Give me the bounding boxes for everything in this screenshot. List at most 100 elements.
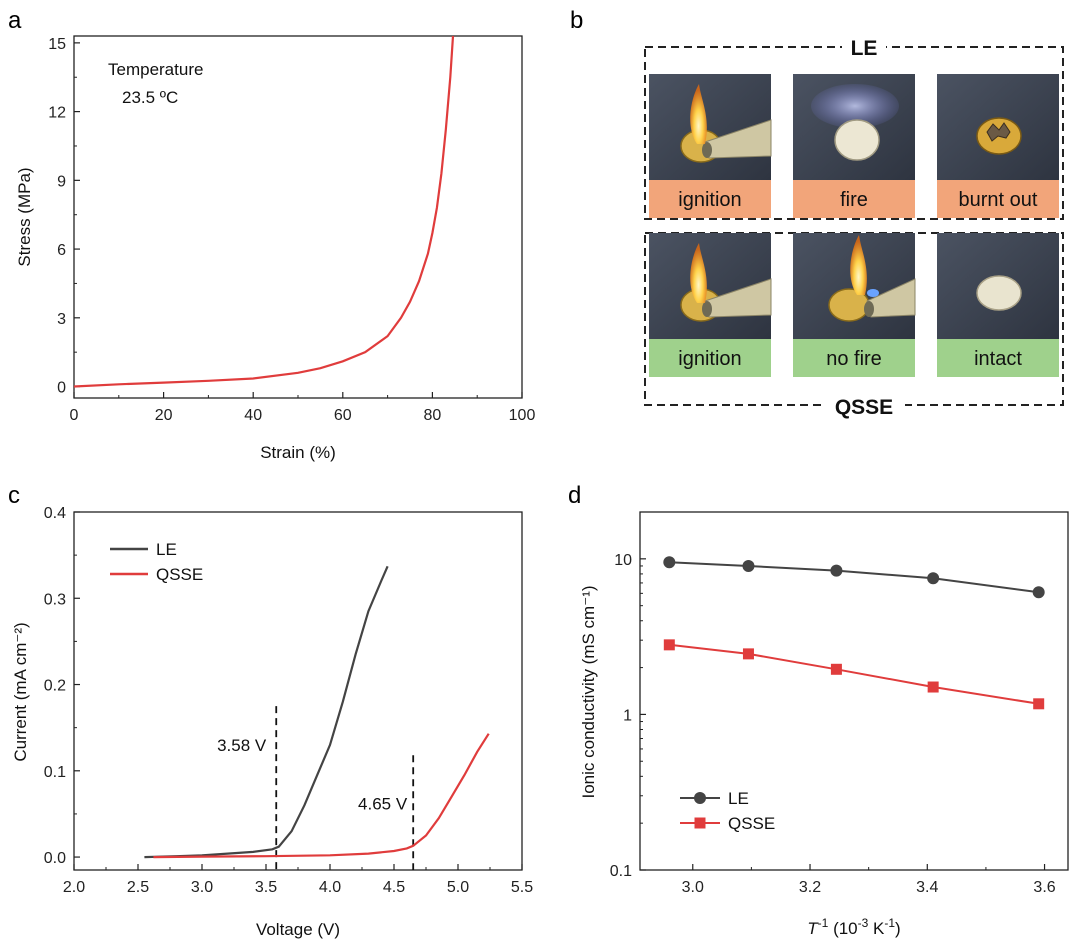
panel-label-b: b — [570, 7, 583, 34]
y-tick-label: 1 — [623, 707, 632, 724]
x-tick-label: 20 — [155, 407, 173, 424]
legend-marker — [694, 817, 706, 829]
x-axis-label: T-1 (10-3 K-1) — [807, 916, 900, 938]
y-tick-label: 15 — [48, 36, 66, 53]
flame-icon — [690, 243, 707, 303]
y-tick-label: 10 — [614, 552, 632, 569]
temperature-label: Temperature — [108, 60, 203, 79]
x-tick-label: 3.6 — [1033, 879, 1055, 896]
data-point-qsse — [663, 639, 675, 651]
qsse-title: QSSE — [835, 396, 893, 419]
le-title: LE — [851, 37, 878, 60]
data-point-qsse — [1033, 698, 1045, 710]
chart-a-stress-strain: 0 20 40 60 80 100 0 3 6 9 12 15 Temperature 23.5 ºC St… — [15, 35, 536, 462]
y-tick-label: 0.1 — [610, 863, 632, 880]
flame-icon — [690, 84, 707, 144]
x-tick-label: 100 — [509, 407, 536, 424]
x-tick-label: 80 — [424, 407, 442, 424]
series-line-qsse — [669, 643, 1039, 705]
x-tick-label: 0 — [70, 407, 79, 424]
photo-cell-intact-cell: intact — [937, 233, 1059, 377]
legend-label: LE — [728, 789, 749, 808]
photo-label: fire — [840, 189, 868, 211]
x-axis-label: Voltage (V) — [256, 920, 340, 939]
chart-d-ionic-conductivity: 3.0 3.2 3.4 3.6 0.1 1 10 LE QSSE T-1 (10-3 K-1) Io… — [579, 511, 1069, 938]
y-axis-label: Current (mA cm⁻²) — [11, 622, 30, 761]
y-tick-label: 12 — [48, 105, 66, 122]
torch-nozzle-icon — [702, 301, 712, 317]
flame-icon — [850, 235, 867, 295]
x-axis-label: Strain (%) — [260, 443, 336, 462]
y-axis-label: Ionic conductivity (mS cm⁻¹) — [579, 585, 598, 798]
photo-label: burnt out — [959, 189, 1038, 211]
photo-label-bar — [649, 180, 771, 218]
photo-label: no fire — [826, 348, 882, 370]
x-tick-label: 60 — [334, 407, 352, 424]
photo-cell-charred-cell: burnt out — [937, 74, 1059, 218]
photo-label-bar — [649, 339, 771, 377]
threshold-voltage-label: 3.58 V — [217, 736, 267, 755]
photo-label-bar — [937, 339, 1059, 377]
x-tick-label: 3.0 — [191, 879, 213, 896]
panel-b-flammability-test: LE QSSE ignition fire burnt out ignition no … — [644, 36, 1064, 419]
x-tick-label: 3.5 — [255, 879, 277, 896]
y-tick-label: 0 — [57, 380, 66, 397]
data-point-qsse — [830, 663, 842, 675]
photo-cell-burning-cell: fire — [793, 74, 915, 218]
y-tick-label: 0.0 — [44, 850, 66, 867]
x-tick-label: 5.0 — [447, 879, 469, 896]
x-tick-label: 3.0 — [682, 879, 704, 896]
y-axis-label: Stress (MPa) — [15, 167, 34, 266]
y-tick-label: 0.4 — [44, 505, 66, 522]
photo-label: ignition — [678, 189, 741, 211]
legend-label: QSSE — [156, 565, 203, 584]
stress-strain-curve — [73, 35, 455, 388]
photo-label-bar — [793, 339, 915, 377]
photo-label-bar — [793, 180, 915, 218]
data-point-qsse — [927, 681, 939, 693]
y-tick-label: 0.2 — [44, 678, 66, 695]
x-tick-label: 4.5 — [383, 879, 405, 896]
qsse-title-bg — [823, 394, 905, 418]
photo-cell-flame-on-coin-cell: ignition — [649, 233, 772, 377]
data-point-le — [742, 559, 755, 572]
legend-marker — [694, 792, 706, 804]
series-line-le — [144, 565, 389, 859]
data-point-le — [663, 556, 676, 569]
blue-torch-glow-icon — [867, 289, 879, 297]
coin-cell-icon — [834, 119, 880, 161]
y-tick-label: 3 — [57, 311, 66, 328]
data-point-le — [830, 564, 843, 577]
legend-label: QSSE — [728, 814, 775, 833]
data-point-qsse — [742, 648, 754, 660]
panel-label-c: c — [8, 482, 20, 509]
temperature-value: 23.5 ºC — [122, 88, 178, 107]
plot-frame — [639, 511, 1069, 871]
y-tick-label: 9 — [57, 173, 66, 190]
torch-nozzle-icon — [864, 301, 874, 317]
panel-label-a: a — [8, 7, 22, 34]
series-line-le — [669, 561, 1039, 594]
x-tick-label: 4.0 — [319, 879, 341, 896]
photo-label: ignition — [678, 348, 741, 370]
threshold-voltage-label: 4.65 V — [358, 795, 408, 814]
x-tick-label: 40 — [244, 407, 262, 424]
data-point-le — [927, 572, 940, 585]
photo-label: intact — [974, 348, 1022, 370]
x-tick-label: 5.5 — [511, 879, 533, 896]
series-line-qsse — [153, 733, 490, 859]
x-tick-label: 2.0 — [63, 879, 85, 896]
y-tick-label: 0.1 — [44, 764, 66, 781]
chart-c-current-voltage: 2.0 2.5 3.0 3.5 4.0 4.5 5.0 5.5 0.0 0.1 0.2 0.3 0.4 3… — [11, 505, 533, 939]
panel-label-d: d — [568, 482, 581, 509]
y-tick-label: 0.3 — [44, 591, 66, 608]
le-title-bg — [842, 36, 886, 60]
x-tick-label: 3.4 — [916, 879, 938, 896]
x-tick-label: 2.5 — [127, 879, 149, 896]
data-point-le — [1032, 586, 1045, 599]
blue-flame-icon — [811, 84, 899, 128]
photo-cell-torch-no-fire: no fire — [793, 233, 916, 377]
legend-label: LE — [156, 540, 177, 559]
coin-cell-icon — [976, 275, 1022, 311]
